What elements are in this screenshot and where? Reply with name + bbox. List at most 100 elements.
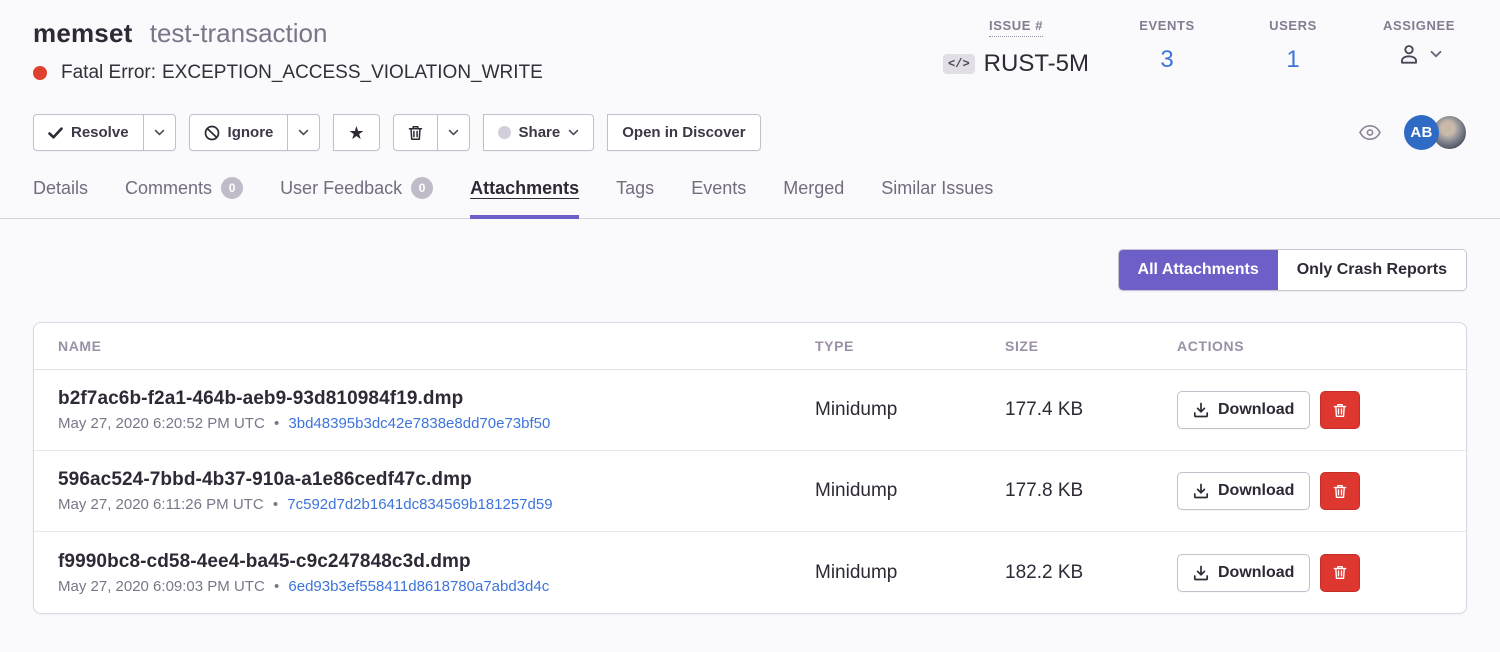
attachment-meta: May 27, 2020 6:11:26 PM UTC • 7c592d7d2b…	[58, 496, 815, 513]
download-button[interactable]: Download	[1177, 472, 1311, 510]
tab-comments[interactable]: Comments 0	[125, 177, 244, 219]
star-icon: ★	[348, 122, 365, 143]
circle-slash-icon	[204, 125, 220, 141]
page-title: memset test-transaction	[33, 16, 543, 50]
attachment-actions-cell: Download	[1177, 553, 1442, 592]
chevron-down-icon	[298, 129, 309, 136]
download-icon	[1193, 402, 1209, 418]
share-button[interactable]: Share	[482, 114, 595, 151]
subscribe-eye-icon[interactable]	[1358, 124, 1382, 141]
attachment-filename: b2f7ac6b-f2a1-464b-aeb9-93d810984f19.dmp	[58, 388, 464, 409]
open-in-discover-button[interactable]: Open in Discover	[607, 114, 761, 151]
stat-issue-number: ISSUE # </> RUST-5M	[943, 16, 1089, 78]
resolve-dropdown-button[interactable]	[143, 114, 176, 151]
delete-attachment-button[interactable]	[1320, 391, 1361, 429]
action-toolbar: Resolve Ignore ★	[0, 84, 1500, 151]
download-label: Download	[1218, 401, 1295, 418]
stat-assignee: ASSIGNEE	[1371, 16, 1467, 67]
download-icon	[1193, 565, 1209, 581]
event-id-link[interactable]: 3bd48395b3dc42e7838e8dd70e73bf50	[288, 415, 551, 432]
issue-short-id[interactable]: </> RUST-5M	[943, 50, 1089, 78]
tab-merged[interactable]: Merged	[783, 178, 845, 198]
meta-separator: •	[273, 577, 280, 595]
bookmark-button-group: ★	[333, 114, 380, 151]
share-button-group: Share	[482, 114, 595, 151]
attachment-date: May 27, 2020 6:09:03 PM UTC	[58, 577, 265, 595]
issue-stats: ISSUE # </> RUST-5M EVENTS 3 USERS 1 ASS…	[913, 16, 1467, 84]
meta-separator: •	[272, 496, 279, 513]
delete-attachment-button[interactable]	[1320, 472, 1361, 510]
attachment-name-cell: f9990bc8-cd58-4ee4-ba45-c9c247848c3d.dmp…	[58, 551, 815, 595]
attachment-actions-cell: Download	[1177, 391, 1442, 429]
chevron-down-icon	[448, 129, 459, 136]
column-header-actions: ACTIONS	[1177, 338, 1245, 354]
filter-all-attachments-button[interactable]: All Attachments	[1118, 250, 1278, 290]
column-header-type: TYPE	[815, 338, 854, 354]
delete-attachment-button[interactable]	[1320, 553, 1361, 592]
attachments-table: NAME TYPE SIZE ACTIONS b2f7ac6b-f2a1-464…	[33, 322, 1467, 614]
event-id-link[interactable]: 6ed93b3ef558411d8618780a7abd3d4c	[288, 577, 550, 595]
attachment-size: 177.4 KB	[1005, 399, 1084, 420]
filter-only-crash-reports-button[interactable]: Only Crash Reports	[1277, 250, 1466, 290]
attachments-filter-row: All Attachments Only Crash Reports	[33, 249, 1467, 291]
delete-dropdown-button[interactable]	[437, 114, 470, 151]
trash-icon	[1333, 565, 1347, 580]
tab-attachments[interactable]: Attachments	[470, 178, 580, 219]
download-label: Download	[1218, 482, 1295, 499]
stat-events: EVENTS 3	[1119, 16, 1215, 74]
attachment-filename: f9990bc8-cd58-4ee4-ba45-c9c247848c3d.dmp	[58, 550, 471, 572]
table-row: f9990bc8-cd58-4ee4-ba45-c9c247848c3d.dmp…	[34, 532, 1466, 613]
attachments-content: All Attachments Only Crash Reports NAME …	[0, 219, 1500, 614]
resolve-button-group: Resolve	[33, 114, 176, 151]
column-header-name: NAME	[58, 338, 102, 354]
download-icon	[1193, 483, 1209, 499]
users-label: USERS	[1269, 18, 1317, 33]
issue-culprit: test-transaction	[149, 18, 328, 48]
attachment-type: Minidump	[815, 399, 898, 420]
download-button[interactable]: Download	[1177, 391, 1311, 429]
assignee-label: ASSIGNEE	[1383, 18, 1455, 33]
stat-users: USERS 1	[1245, 16, 1341, 74]
chevron-down-icon	[568, 129, 579, 136]
download-button[interactable]: Download	[1177, 553, 1311, 592]
table-row: b2f7ac6b-f2a1-464b-aeb9-93d810984f19.dmp…	[34, 370, 1466, 451]
ignore-dropdown-button[interactable]	[288, 114, 321, 151]
trash-icon	[1333, 484, 1347, 499]
event-id-link[interactable]: 7c592d7d2b1641dc834569b181257d59	[287, 496, 553, 513]
column-header-size: SIZE	[1005, 338, 1039, 354]
delete-button-group	[392, 114, 470, 151]
issue-header: memset test-transaction Fatal Error: EXC…	[0, 0, 1500, 84]
delete-issue-button[interactable]	[392, 114, 438, 151]
attachment-date: May 27, 2020 6:11:26 PM UTC	[58, 496, 264, 513]
resolve-label: Resolve	[71, 124, 129, 141]
tab-events[interactable]: Events	[691, 178, 747, 198]
attachments-filter-toggle: All Attachments Only Crash Reports	[1117, 249, 1467, 291]
tab-user-feedback[interactable]: User Feedback 0	[280, 177, 434, 219]
assignee-dropdown[interactable]	[1396, 41, 1442, 67]
users-count[interactable]: 1	[1286, 46, 1300, 73]
issue-error-line: Fatal Error: EXCEPTION_ACCESS_VIOLATION_…	[33, 62, 543, 84]
toolbar-right: AB	[1358, 115, 1467, 150]
issue-number-label: ISSUE #	[988, 16, 1044, 37]
ignore-button-group: Ignore	[188, 114, 321, 151]
attachment-type: Minidump	[815, 480, 898, 501]
events-count[interactable]: 3	[1160, 46, 1174, 73]
discover-button-group: Open in Discover	[607, 114, 761, 151]
meta-separator: •	[273, 415, 280, 432]
tab-tags[interactable]: Tags	[616, 178, 655, 198]
user-feedback-count-badge: 0	[411, 177, 434, 199]
attachment-name-cell: 596ac524-7bbd-4b37-910a-a1e86cedf47c.dmp…	[58, 469, 815, 513]
code-chip-icon: </>	[943, 54, 975, 74]
tab-similar-issues[interactable]: Similar Issues	[881, 178, 994, 198]
ignore-button[interactable]: Ignore	[188, 114, 289, 151]
tab-details[interactable]: Details	[33, 178, 89, 198]
participant-avatar-ab[interactable]: AB	[1404, 115, 1439, 150]
ignore-label: Ignore	[227, 124, 274, 141]
resolve-button[interactable]: Resolve	[33, 114, 144, 151]
issue-tabs: Details Comments 0 User Feedback 0 Attac…	[0, 151, 1500, 219]
error-message: EXCEPTION_ACCESS_VIOLATION_WRITE	[162, 62, 543, 83]
attachment-filename: 596ac524-7bbd-4b37-910a-a1e86cedf47c.dmp	[58, 469, 472, 490]
error-level-dot-icon	[33, 66, 47, 80]
bookmark-star-button[interactable]: ★	[333, 114, 380, 151]
issue-short-id-text: RUST-5M	[983, 50, 1089, 77]
